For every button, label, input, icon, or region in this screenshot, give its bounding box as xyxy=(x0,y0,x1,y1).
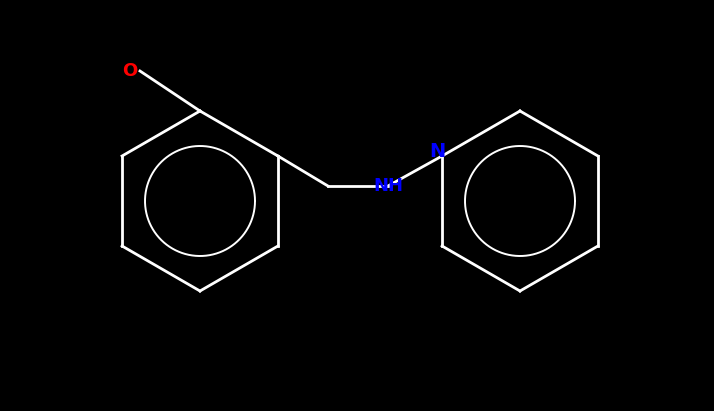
Text: O: O xyxy=(122,62,138,80)
Text: NH: NH xyxy=(373,177,403,195)
Text: N: N xyxy=(429,141,446,161)
